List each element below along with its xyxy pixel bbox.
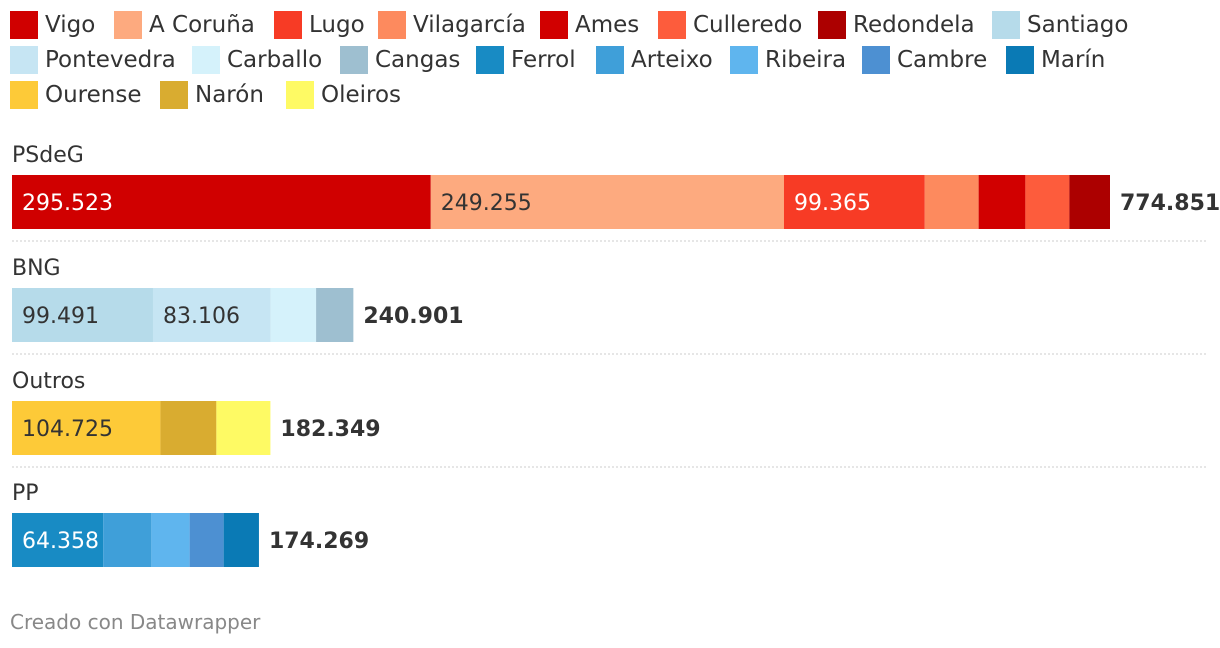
legend-swatch — [378, 11, 406, 39]
chart-legend: Vigo A Coruña Lugo Vilagarcía Ames Culleredo R… — [10, 10, 1210, 115]
segment-value-label: 104.725 — [22, 417, 113, 442]
bar-segment — [12, 288, 153, 342]
bar-segment — [924, 175, 979, 229]
legend-swatch — [192, 46, 220, 74]
bar-segment — [316, 288, 354, 342]
legend-swatch — [818, 11, 846, 39]
legend-row: Ourense Narón Oleiros — [10, 80, 1210, 115]
footer-credit: Creado con Datawrapper — [10, 610, 261, 634]
legend-label: Ribeira — [765, 47, 847, 73]
bar-segment — [151, 513, 190, 567]
legend-label: Vilagarcía — [413, 12, 526, 38]
legend-label: Vigo — [45, 12, 96, 38]
legend-label: Ourense — [45, 82, 142, 108]
legend-swatch — [286, 81, 314, 109]
total-value-label: 774.851 — [1120, 191, 1220, 216]
bar-segment — [12, 175, 431, 229]
bar-segment — [783, 175, 925, 229]
group-label: PP — [12, 481, 39, 506]
bar-segment — [1025, 175, 1070, 229]
legend-label: Narón — [195, 82, 264, 108]
legend-swatch — [10, 81, 38, 109]
legend-swatch — [540, 11, 568, 39]
legend-label: Culleredo — [693, 12, 803, 38]
legend-label: Carballo — [227, 47, 323, 73]
legend-label: Redondela — [853, 12, 975, 38]
segment-value-label: 99.365 — [794, 191, 871, 216]
bar-segment — [12, 513, 104, 567]
segment-value-label: 83.106 — [163, 304, 240, 329]
legend-label: Marín — [1041, 47, 1106, 73]
segment-value-label: 99.491 — [22, 304, 99, 329]
group-label: PSdeG — [12, 143, 84, 168]
legend-label: Lugo — [309, 12, 365, 38]
legend-label: Oleiros — [321, 82, 402, 108]
legend-swatch — [340, 46, 368, 74]
legend-swatch — [1006, 46, 1034, 74]
bar-segment — [160, 401, 217, 455]
bar-segment — [189, 513, 224, 567]
legend-swatch — [992, 11, 1020, 39]
bar-segment — [12, 401, 161, 455]
bar-segment — [1069, 175, 1110, 229]
bar-segment — [978, 175, 1026, 229]
legend-row: Pontevedra Carballo Cangas Ferrol Arteixo Rib… — [10, 45, 1210, 80]
legend-swatch — [10, 46, 38, 74]
legend-label: Arteixo — [631, 47, 713, 73]
total-value-label: 182.349 — [280, 417, 380, 442]
bar-segment — [270, 288, 317, 342]
total-value-label: 174.269 — [269, 529, 369, 554]
legend-swatch — [274, 11, 302, 39]
legend-label: A Coruña — [149, 12, 255, 38]
total-value-label: 240.901 — [363, 304, 463, 329]
group-label: Outros — [12, 369, 85, 394]
segment-value-label: 64.358 — [22, 529, 99, 554]
legend-swatch — [160, 81, 188, 109]
legend-swatch — [476, 46, 504, 74]
legend-swatch — [862, 46, 890, 74]
legend-swatch — [114, 11, 142, 39]
bar-segment — [223, 513, 259, 567]
legend-label: Ames — [575, 12, 640, 38]
legend-swatch — [730, 46, 758, 74]
legend-label: Ferrol — [511, 47, 576, 73]
legend-label: Pontevedra — [45, 47, 176, 73]
legend-swatch — [658, 11, 686, 39]
group-label: BNG — [12, 256, 61, 281]
legend-label: Cangas — [375, 47, 461, 73]
bar-segment — [152, 288, 271, 342]
segment-value-label: 295.523 — [22, 191, 113, 216]
legend-swatch — [10, 11, 38, 39]
bar-segment — [430, 175, 784, 229]
segment-value-label: 249.255 — [441, 191, 532, 216]
legend-label: Cambre — [897, 47, 988, 73]
legend-label: Santiago — [1027, 12, 1129, 38]
bar-segment — [103, 513, 152, 567]
legend-swatch — [596, 46, 624, 74]
legend-row: Vigo A Coruña Lugo Vilagarcía Ames Culleredo R… — [10, 10, 1210, 45]
bar-segment — [216, 401, 271, 455]
